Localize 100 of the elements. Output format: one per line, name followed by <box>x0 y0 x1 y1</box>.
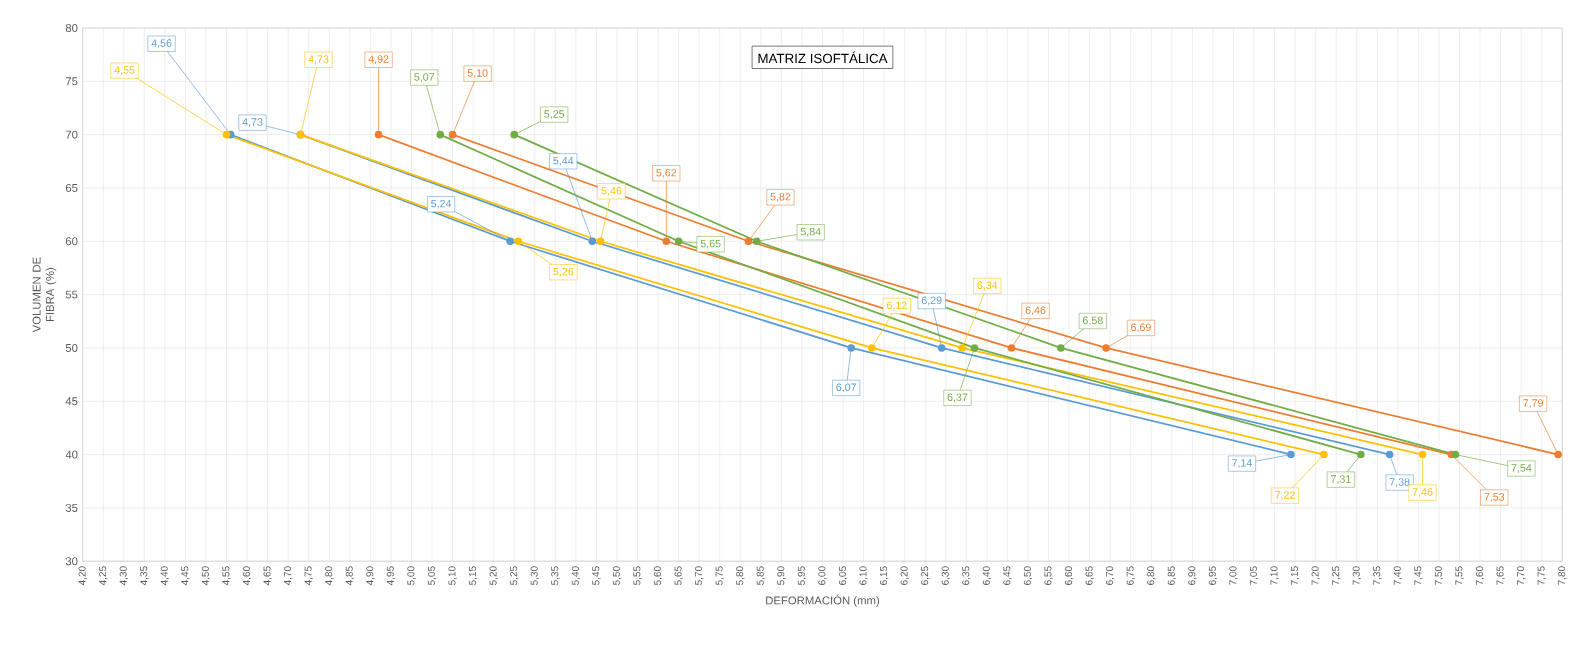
x-tick-label: 7,50 <box>1434 566 1444 585</box>
x-tick-label: 5,25 <box>510 566 519 585</box>
x-tick-label: 7,40 <box>1393 566 1402 585</box>
point <box>847 344 856 352</box>
x-tick-label: 5,15 <box>469 566 478 585</box>
x-tick-label: 4,40 <box>160 566 169 586</box>
x-tick-label: 6,30 <box>941 566 950 585</box>
y-tick-label: 70 <box>65 130 78 139</box>
x-tick-label: 4,50 <box>201 566 211 586</box>
annotation: 7,14 <box>1232 459 1253 468</box>
x-tick-label: 7,65 <box>1496 566 1505 585</box>
x-tick-label: 4,55 <box>222 566 231 586</box>
x-tick-label: 4,65 <box>263 566 272 586</box>
x-tick-label: 6,85 <box>1167 566 1176 585</box>
x-tick-label: 7,15 <box>1291 566 1300 585</box>
y-tick-label: 35 <box>65 503 78 512</box>
point <box>752 237 761 245</box>
annotation: 5,84 <box>800 227 821 237</box>
annotation: 7,46 <box>1412 488 1433 497</box>
annotation: 6,58 <box>1083 316 1103 326</box>
x-tick-label: 6,95 <box>1208 566 1218 585</box>
point <box>374 130 383 139</box>
annotation: 6,37 <box>947 393 968 403</box>
x-tick-label: 5,90 <box>777 566 786 585</box>
annotation: 6,46 <box>1025 306 1046 316</box>
point <box>970 344 979 352</box>
x-tick-label: 4,20 <box>78 566 87 586</box>
x-tick-label: 5,45 <box>592 566 601 585</box>
x-tick-label: 6,25 <box>921 566 930 585</box>
x-tick-label: 5,95 <box>797 566 807 585</box>
x-tick-label: 7,10 <box>1270 566 1279 585</box>
point <box>588 237 597 245</box>
x-tick-label: 7,20 <box>1311 566 1320 585</box>
annotation: 5,07 <box>414 73 435 82</box>
point <box>958 344 967 352</box>
point <box>448 130 457 139</box>
x-tick-label: 6,20 <box>900 566 909 585</box>
x-tick-label: 5,75 <box>715 566 724 585</box>
annotation: 5,24 <box>431 199 452 209</box>
point <box>1102 344 1110 352</box>
x-tick-label: 6,90 <box>1188 566 1197 585</box>
x-tick-label: 7,55 <box>1455 566 1464 585</box>
annotation: 5,82 <box>770 192 791 202</box>
point <box>510 130 519 139</box>
point <box>1385 450 1394 459</box>
annotation: 5,44 <box>553 156 574 166</box>
x-tick-label: 7,45 <box>1414 566 1423 585</box>
x-tick-label: 7,00 <box>1229 566 1238 585</box>
point <box>937 344 946 352</box>
x-tick-label: 7,05 <box>1249 566 1259 585</box>
x-tick-label: 6,35 <box>962 566 971 585</box>
annotation: 5,65 <box>700 239 721 249</box>
x-tick-label: 4,70 <box>284 566 293 586</box>
point <box>1320 450 1328 459</box>
annotation: 6,12 <box>887 301 907 311</box>
annotation: 5,25 <box>544 110 565 119</box>
point <box>1357 450 1365 459</box>
x-tick-label: 7,30 <box>1352 566 1361 585</box>
y-tick-label: 30 <box>65 557 78 566</box>
y-tick-label: 50 <box>65 343 78 352</box>
x-tick-label: 5,50 <box>612 566 622 585</box>
annotation: 4,55 <box>114 66 135 75</box>
y-tick-label: 75 <box>65 77 78 86</box>
point <box>1554 450 1562 459</box>
x-tick-label: 7,60 <box>1475 566 1485 585</box>
y-tick-label: 60 <box>65 237 78 246</box>
text: MATRIZ ISOFTÁLICA <box>758 51 888 64</box>
point <box>514 237 523 245</box>
point <box>744 237 753 245</box>
annotation: 7,38 <box>1389 478 1410 487</box>
x-axis-title: DEFORMACIÓN (mm) <box>766 594 880 607</box>
x-tick-label: 6,80 <box>1147 566 1156 585</box>
point <box>662 237 671 245</box>
x-tick-label: 5,85 <box>756 566 765 585</box>
x-tick-label: 6,00 <box>818 566 827 585</box>
point <box>222 130 231 139</box>
annotation: 7,79 <box>1523 399 1543 408</box>
annotation: 7,31 <box>1331 475 1351 484</box>
point <box>674 237 683 245</box>
annotation: 5,62 <box>656 168 677 178</box>
x-tick-label: 5,00 <box>407 566 416 585</box>
x-tick-label: 6,05 <box>838 566 848 585</box>
y-tick-label: 40 <box>65 450 78 459</box>
x-tick-label: 7,35 <box>1373 566 1382 585</box>
x-tick-label: 4,30 <box>119 566 128 586</box>
point <box>436 130 445 139</box>
x-tick-label: 5,65 <box>674 566 683 585</box>
annotation: 5,26 <box>553 267 574 277</box>
x-tick-label: 4,90 <box>366 566 375 586</box>
x-tick-label: 5,10 <box>448 566 457 585</box>
x-tick-label: 7,75 <box>1537 566 1546 585</box>
y-axis-title: VOLUMEN DE FIBRA (%) <box>32 257 57 333</box>
annotation: 6,07 <box>836 383 857 393</box>
x-tick-label: 5,40 <box>571 566 580 585</box>
annotation: 7,22 <box>1275 491 1295 500</box>
y-tick-label: 80 <box>65 23 78 32</box>
annotation: 6,69 <box>1131 323 1151 333</box>
point <box>596 237 605 245</box>
annotation: 4,92 <box>368 55 389 65</box>
x-tick-label: 6,40 <box>982 566 991 585</box>
